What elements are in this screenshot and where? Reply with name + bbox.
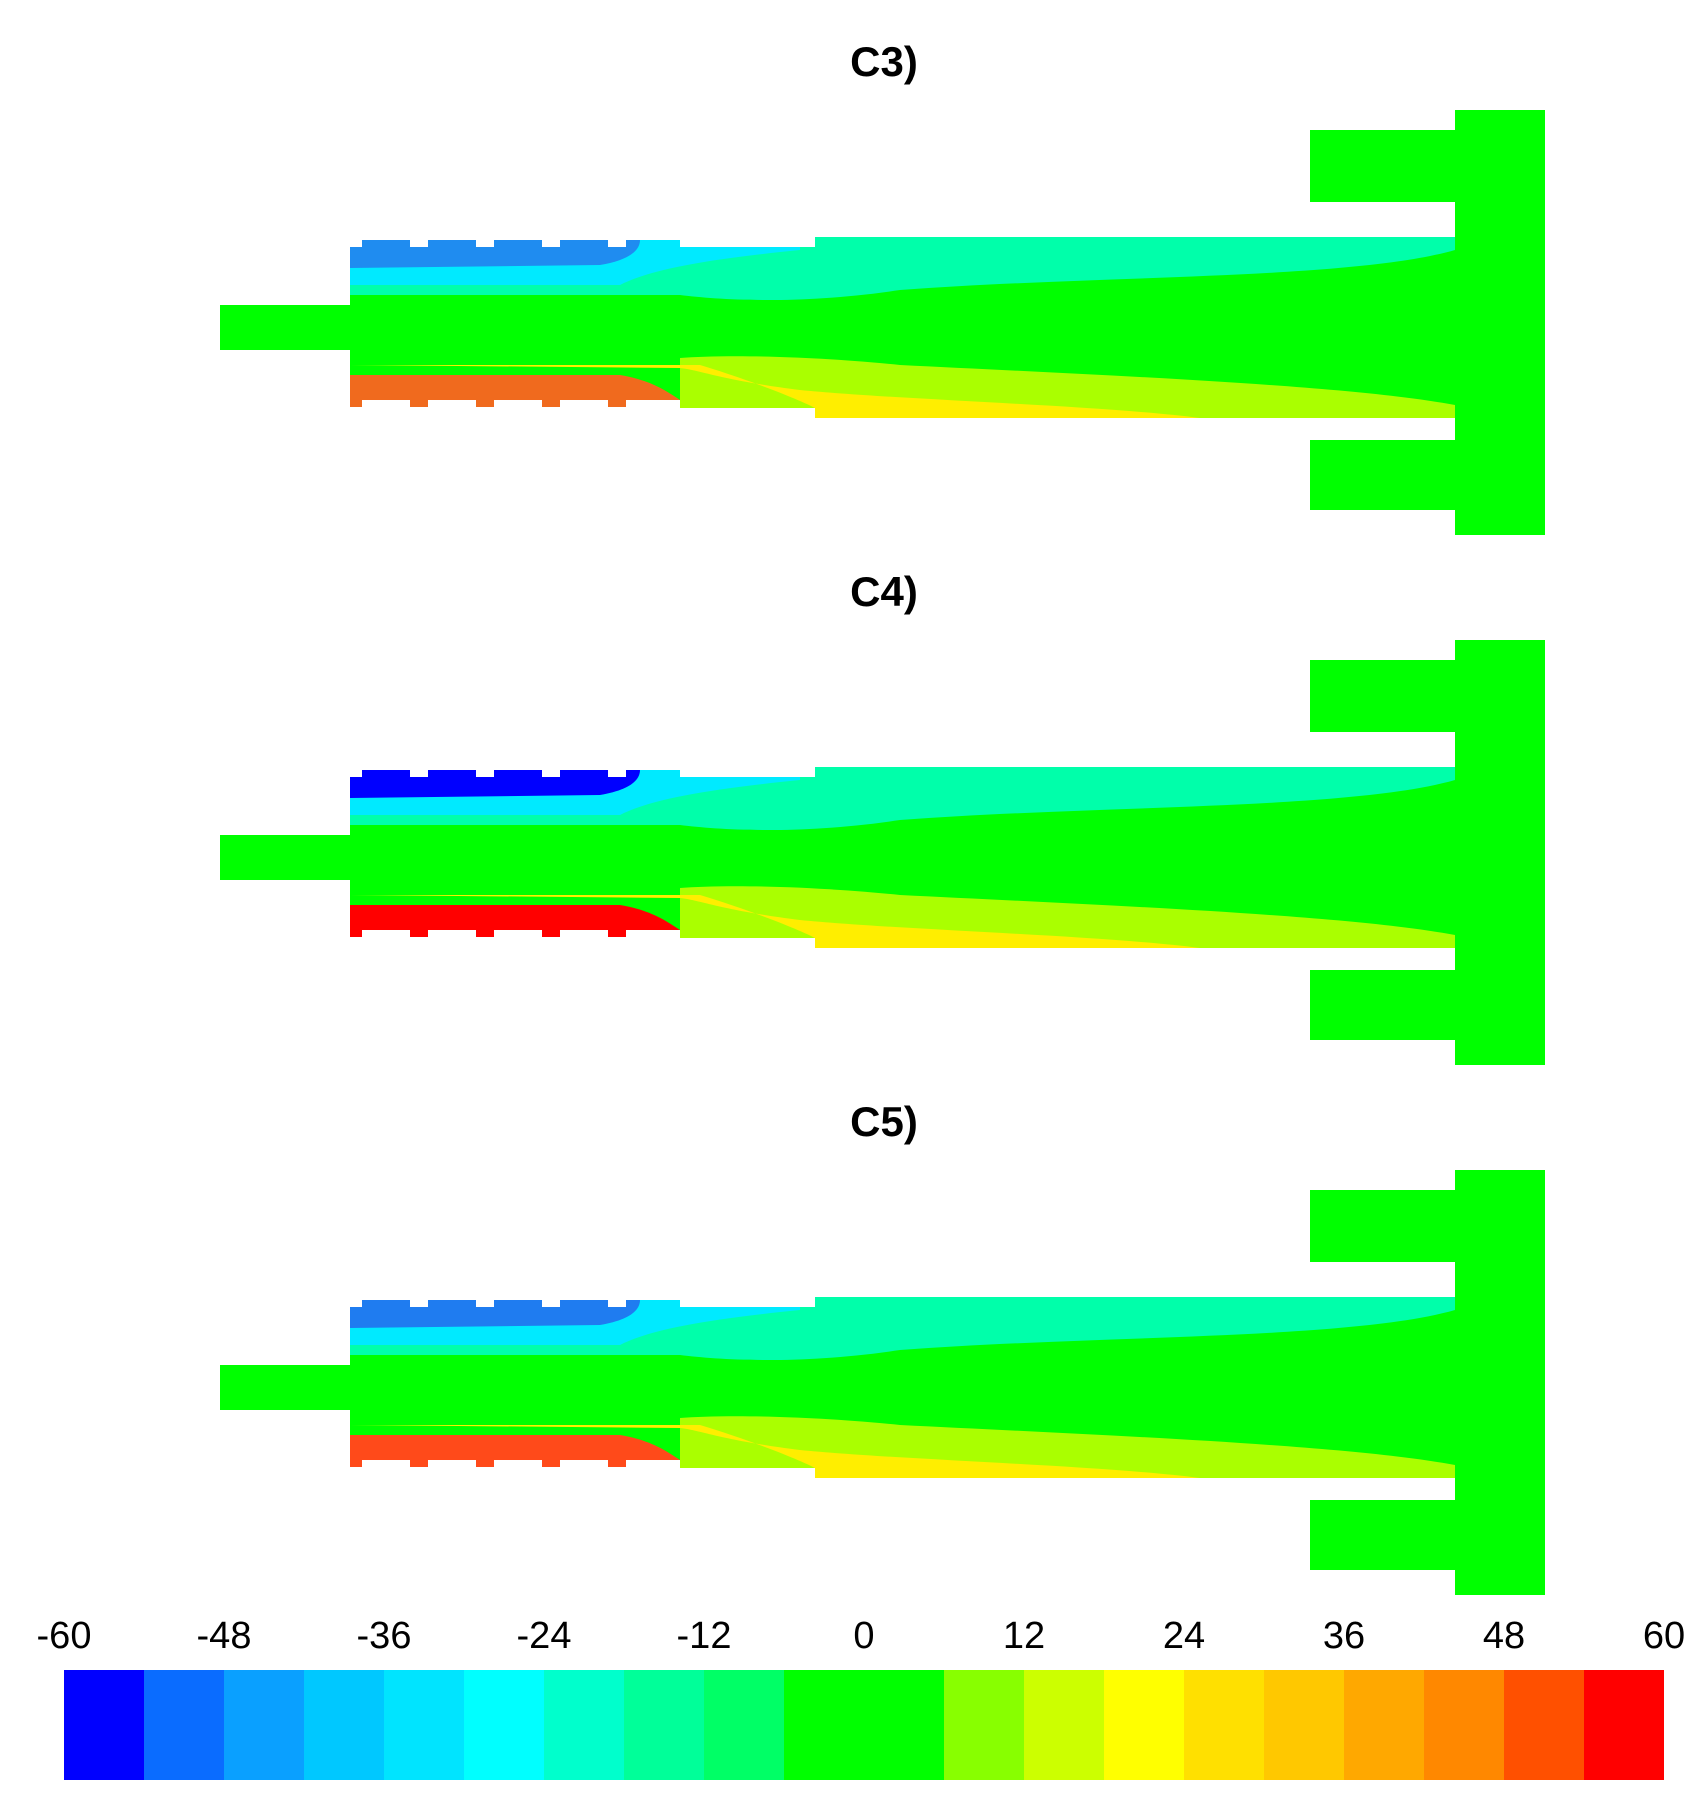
colorbar-swatch (384, 1670, 464, 1780)
colorbar-tick-label: -48 (196, 1615, 252, 1657)
lower-core (350, 1435, 680, 1468)
colorbar-tick-label: 12 (1002, 1615, 1046, 1657)
lower-band-inner (350, 895, 1200, 948)
contour-panel-c3 (220, 110, 1545, 535)
colorbar-tick-label: -60 (36, 1615, 92, 1657)
colorbar-swatch (1024, 1670, 1104, 1780)
colorbar-swatch (1104, 1670, 1184, 1780)
colorbar-tick-label: 48 (1482, 1615, 1526, 1657)
colorbar-swatch (624, 1670, 704, 1780)
lower-band-outer (350, 1416, 1455, 1478)
colorbar-swatch (1504, 1670, 1584, 1780)
colorbar-tick-label: -12 (676, 1615, 732, 1657)
field-base (220, 110, 1545, 535)
colorbar-swatch (1584, 1670, 1664, 1780)
colorbar-tick-label: -36 (356, 1615, 412, 1657)
colorbar-swatch (1264, 1670, 1344, 1780)
colorbar-tick-label: 0 (853, 1615, 875, 1657)
colorbar-swatch (304, 1670, 384, 1780)
lower-band-inner (350, 365, 1200, 418)
lower-band-outer (350, 886, 1455, 948)
colorbar-tick-label: 36 (1322, 1615, 1366, 1657)
colorbar-tick-label: 24 (1162, 1615, 1206, 1657)
colorbar-tick-label: -24 (516, 1615, 572, 1657)
upper-core (350, 240, 640, 268)
colorbar-swatch (864, 1670, 944, 1780)
lower-core (350, 905, 680, 938)
colorbar-swatch (1344, 1670, 1424, 1780)
contour-panel-c4 (220, 640, 1545, 1065)
colorbar-swatch (944, 1670, 1024, 1780)
panel-title-c5: C5) (850, 1098, 918, 1145)
upper-core (350, 1300, 640, 1328)
contour-panel-c5 (220, 1170, 1545, 1595)
field-base (220, 1170, 1545, 1595)
colorbar-swatch (464, 1670, 544, 1780)
upper-core (350, 770, 640, 798)
colorbar-tick-label: 60 (1642, 1615, 1686, 1657)
panel-title-c4: C4) (850, 568, 918, 615)
contour-field (220, 640, 1545, 1065)
colorbar-swatch (1184, 1670, 1264, 1780)
colorbar-swatch (784, 1670, 864, 1780)
lower-band-inner (350, 1425, 1200, 1478)
colorbar-swatch (64, 1670, 144, 1780)
colorbar-swatch (544, 1670, 624, 1780)
lower-core (350, 375, 680, 408)
colorbar (64, 1670, 1664, 1780)
panel-title-c3: C3) (850, 38, 918, 85)
contour-field (220, 1170, 1545, 1595)
contour-field (220, 110, 1545, 535)
colorbar-swatch (224, 1670, 304, 1780)
colorbar-swatch (704, 1670, 784, 1780)
lower-band-outer (350, 356, 1455, 418)
colorbar-swatch (144, 1670, 224, 1780)
field-base (220, 640, 1545, 1065)
colorbar-swatch (1424, 1670, 1504, 1780)
